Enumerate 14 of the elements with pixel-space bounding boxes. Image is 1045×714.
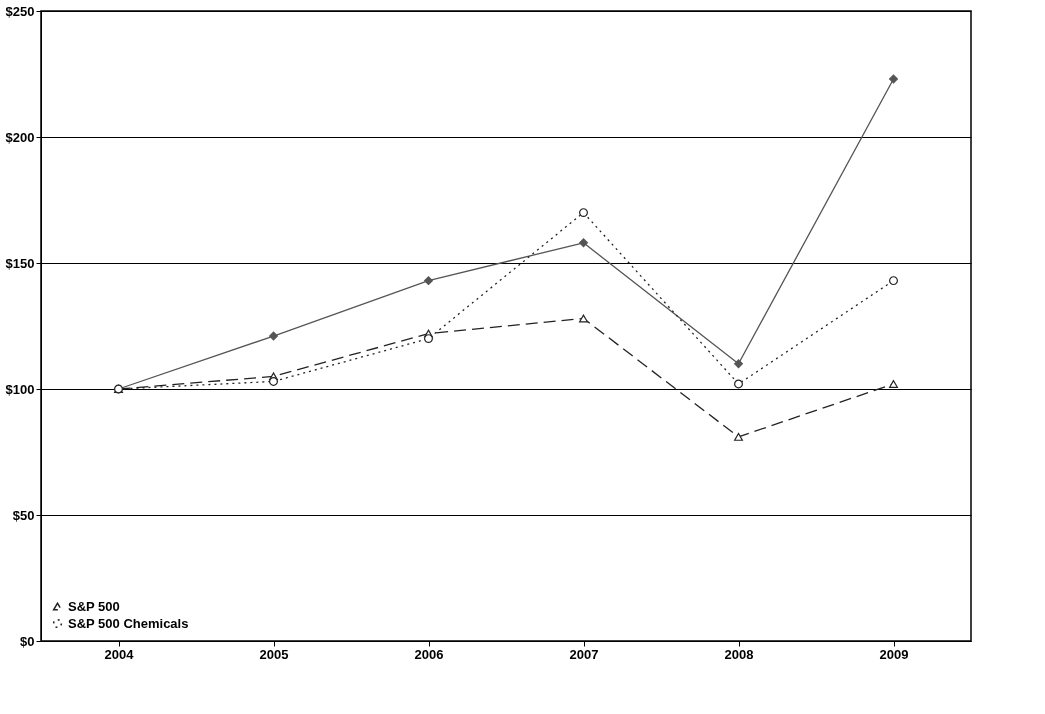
y-tick-label: $100 — [5, 381, 35, 397]
y-tick-label: $200 — [5, 129, 35, 145]
x-tick-label: 2007 — [569, 646, 599, 662]
x-tick-label: 2005 — [259, 646, 289, 662]
y-tick-label: $50 — [12, 507, 35, 523]
x-tick-label: 2009 — [879, 646, 909, 662]
x-tick-label: 2004 — [104, 646, 135, 662]
y-tick-label: $150 — [5, 255, 35, 271]
y-tick-label: $0 — [20, 633, 35, 649]
x-tick-label: 2006 — [414, 646, 444, 662]
x-tick-label: 2008 — [724, 646, 754, 662]
y-tick-label: $250 — [5, 3, 35, 19]
legend-label: S&P 500 Chemicals — [68, 615, 189, 631]
legend-label: S&P 500 — [68, 598, 120, 614]
